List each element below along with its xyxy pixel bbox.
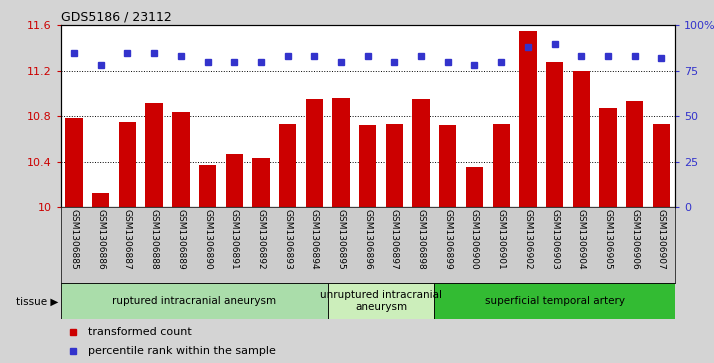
Text: superficial temporal artery: superficial temporal artery — [485, 296, 625, 306]
Bar — [359, 125, 376, 207]
Bar — [519, 31, 536, 207]
Bar — [119, 122, 136, 207]
Bar — [439, 125, 456, 207]
Text: GSM1306901: GSM1306901 — [497, 209, 506, 270]
Text: GSM1306899: GSM1306899 — [443, 209, 452, 270]
Text: GSM1306891: GSM1306891 — [230, 209, 238, 270]
Text: GSM1306886: GSM1306886 — [96, 209, 105, 270]
Text: GSM1306903: GSM1306903 — [550, 209, 559, 270]
Bar — [252, 158, 270, 207]
Text: GSM1306895: GSM1306895 — [336, 209, 346, 270]
Bar — [599, 108, 617, 207]
Text: GDS5186 / 23112: GDS5186 / 23112 — [61, 11, 171, 24]
Bar — [466, 167, 483, 207]
Bar — [493, 124, 510, 207]
Bar — [386, 124, 403, 207]
Bar — [92, 193, 109, 207]
Text: GSM1306885: GSM1306885 — [69, 209, 79, 270]
Bar — [546, 62, 563, 207]
Text: GSM1306900: GSM1306900 — [470, 209, 479, 270]
Bar — [653, 124, 670, 207]
Bar — [198, 165, 216, 207]
Bar — [332, 98, 350, 207]
Text: GSM1306889: GSM1306889 — [176, 209, 186, 270]
Text: transformed count: transformed count — [89, 327, 192, 337]
Bar — [573, 71, 590, 207]
Bar — [328, 283, 434, 319]
Bar — [61, 283, 328, 319]
Text: GSM1306898: GSM1306898 — [416, 209, 426, 270]
Bar — [226, 154, 243, 207]
Text: unruptured intracranial
aneurysm: unruptured intracranial aneurysm — [320, 290, 442, 312]
Text: GSM1306887: GSM1306887 — [123, 209, 132, 270]
Bar — [146, 102, 163, 207]
Text: GSM1306894: GSM1306894 — [310, 209, 319, 270]
Text: GSM1306892: GSM1306892 — [256, 209, 266, 270]
Text: GSM1306896: GSM1306896 — [363, 209, 372, 270]
Text: ruptured intracranial aneurysm: ruptured intracranial aneurysm — [112, 296, 276, 306]
Bar — [434, 283, 675, 319]
Text: GSM1306897: GSM1306897 — [390, 209, 399, 270]
Bar — [413, 99, 430, 207]
Bar — [279, 124, 296, 207]
Text: GSM1306906: GSM1306906 — [630, 209, 639, 270]
Text: GSM1306907: GSM1306907 — [657, 209, 666, 270]
Bar — [172, 112, 189, 207]
Text: percentile rank within the sample: percentile rank within the sample — [89, 346, 276, 356]
Text: GSM1306893: GSM1306893 — [283, 209, 292, 270]
Bar — [626, 101, 643, 207]
Text: tissue ▶: tissue ▶ — [16, 296, 58, 306]
Bar — [66, 118, 83, 207]
Text: GSM1306905: GSM1306905 — [603, 209, 613, 270]
Bar — [306, 99, 323, 207]
Text: GSM1306904: GSM1306904 — [577, 209, 585, 270]
Text: GSM1306890: GSM1306890 — [203, 209, 212, 270]
Text: GSM1306888: GSM1306888 — [150, 209, 159, 270]
Text: GSM1306902: GSM1306902 — [523, 209, 533, 270]
